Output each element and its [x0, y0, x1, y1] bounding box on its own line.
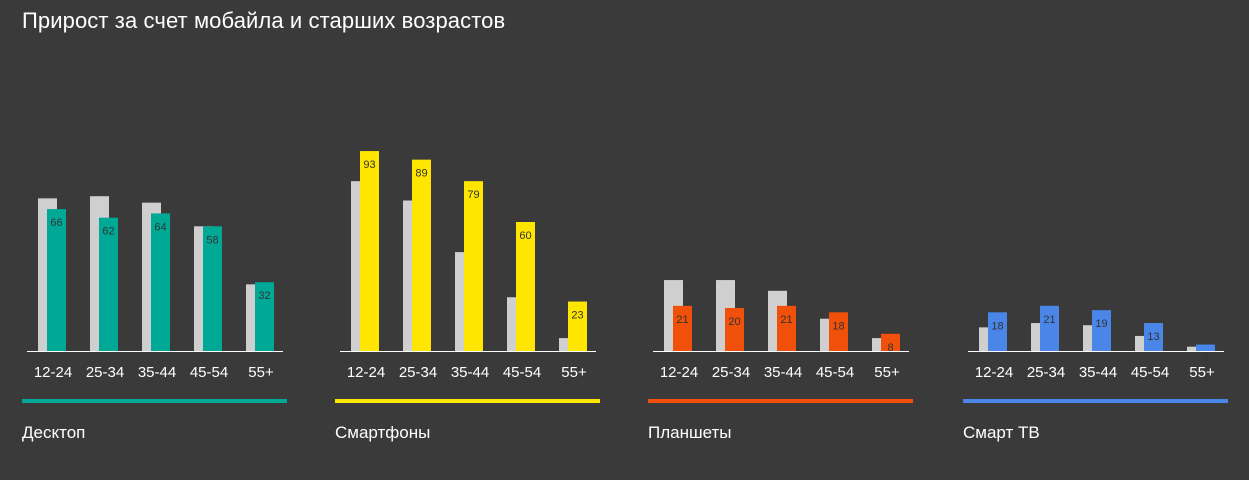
- data-label: 23: [571, 310, 583, 322]
- bar: [881, 333, 900, 351]
- legend-label: Десктоп: [22, 423, 85, 442]
- data-label: 8: [887, 342, 893, 354]
- bar: [829, 312, 848, 351]
- bar: [1144, 323, 1163, 351]
- data-label: 21: [780, 314, 792, 326]
- data-label: 18: [991, 320, 1003, 332]
- data-label: 62: [102, 226, 114, 238]
- x-tick-label: 25-34: [86, 364, 124, 381]
- bar: [516, 222, 535, 351]
- panel-2: 93 12-24 89 25-34 79 35-44 60 45-54 23 55+ Смартфо…: [335, 151, 600, 442]
- x-tick-label: 12-24: [347, 364, 385, 381]
- bar: [464, 181, 483, 351]
- bar: [360, 151, 379, 351]
- x-tick-label: 55+: [561, 364, 587, 381]
- data-label: 3: [1202, 353, 1208, 365]
- legend-swatch: [648, 399, 913, 403]
- x-tick-label: 45-54: [503, 364, 541, 381]
- bar: [673, 305, 692, 351]
- legend-label: Планшеты: [648, 423, 732, 442]
- data-label: 89: [415, 168, 427, 180]
- x-tick-label: 25-34: [1027, 364, 1065, 381]
- bar: [988, 312, 1007, 351]
- legend-swatch: [335, 399, 600, 403]
- bar: [255, 282, 274, 351]
- x-tick-label: 12-24: [34, 364, 72, 381]
- x-tick-label: 25-34: [712, 364, 750, 381]
- bar: [568, 301, 587, 351]
- bar: [99, 217, 118, 351]
- bar: [1196, 344, 1215, 351]
- bar: [47, 209, 66, 351]
- bar: [777, 305, 796, 351]
- data-label: 60: [519, 230, 531, 242]
- bar: [725, 308, 744, 351]
- legend-label: Смартфоны: [335, 423, 430, 442]
- data-label: 18: [832, 320, 844, 332]
- bar: [412, 159, 431, 351]
- data-label: 19: [1095, 318, 1107, 330]
- x-tick-label: 45-54: [1131, 364, 1169, 381]
- data-label: 13: [1147, 331, 1159, 343]
- panel-1: 66 12-24 62 25-34 64 35-44 58 45-54 32 55+ Десктоп: [22, 196, 287, 442]
- x-tick-label: 35-44: [764, 364, 802, 381]
- x-tick-label: 55+: [874, 364, 900, 381]
- legend-swatch: [22, 399, 287, 403]
- x-tick-label: 45-54: [816, 364, 854, 381]
- data-label: 93: [363, 159, 375, 171]
- x-tick-label: 12-24: [660, 364, 698, 381]
- data-label: 79: [467, 189, 479, 201]
- x-tick-label: 35-44: [1079, 364, 1117, 381]
- data-label: 21: [676, 314, 688, 326]
- x-tick-label: 25-34: [399, 364, 437, 381]
- panel-4: 18 12-24 21 25-34 19 35-44 13 45-54 355+ Смарт ТВ: [963, 305, 1228, 442]
- x-tick-label: 55+: [248, 364, 274, 381]
- x-tick-label: 12-24: [975, 364, 1013, 381]
- x-tick-label: 45-54: [190, 364, 228, 381]
- data-label: 66: [50, 217, 62, 229]
- x-tick-label: 55+: [1189, 364, 1215, 381]
- data-label: 58: [206, 234, 218, 246]
- bar: [1040, 305, 1059, 351]
- data-label: 20: [728, 316, 740, 328]
- data-label: 21: [1043, 314, 1055, 326]
- chart-title: Прирост за счет мобайла и старших возрас…: [22, 8, 506, 33]
- bar: [1092, 310, 1111, 351]
- x-tick-label: 35-44: [138, 364, 176, 381]
- data-label: 64: [154, 221, 166, 233]
- bar: [151, 213, 170, 351]
- bar: [203, 226, 222, 351]
- x-tick-label: 35-44: [451, 364, 489, 381]
- panel-3: 21 12-24 20 25-34 21 35-44 18 45-54 8 55+ Планшеты: [648, 280, 913, 442]
- legend-swatch: [963, 399, 1228, 403]
- data-label: 32: [258, 290, 270, 302]
- legend-label: Смарт ТВ: [963, 423, 1040, 442]
